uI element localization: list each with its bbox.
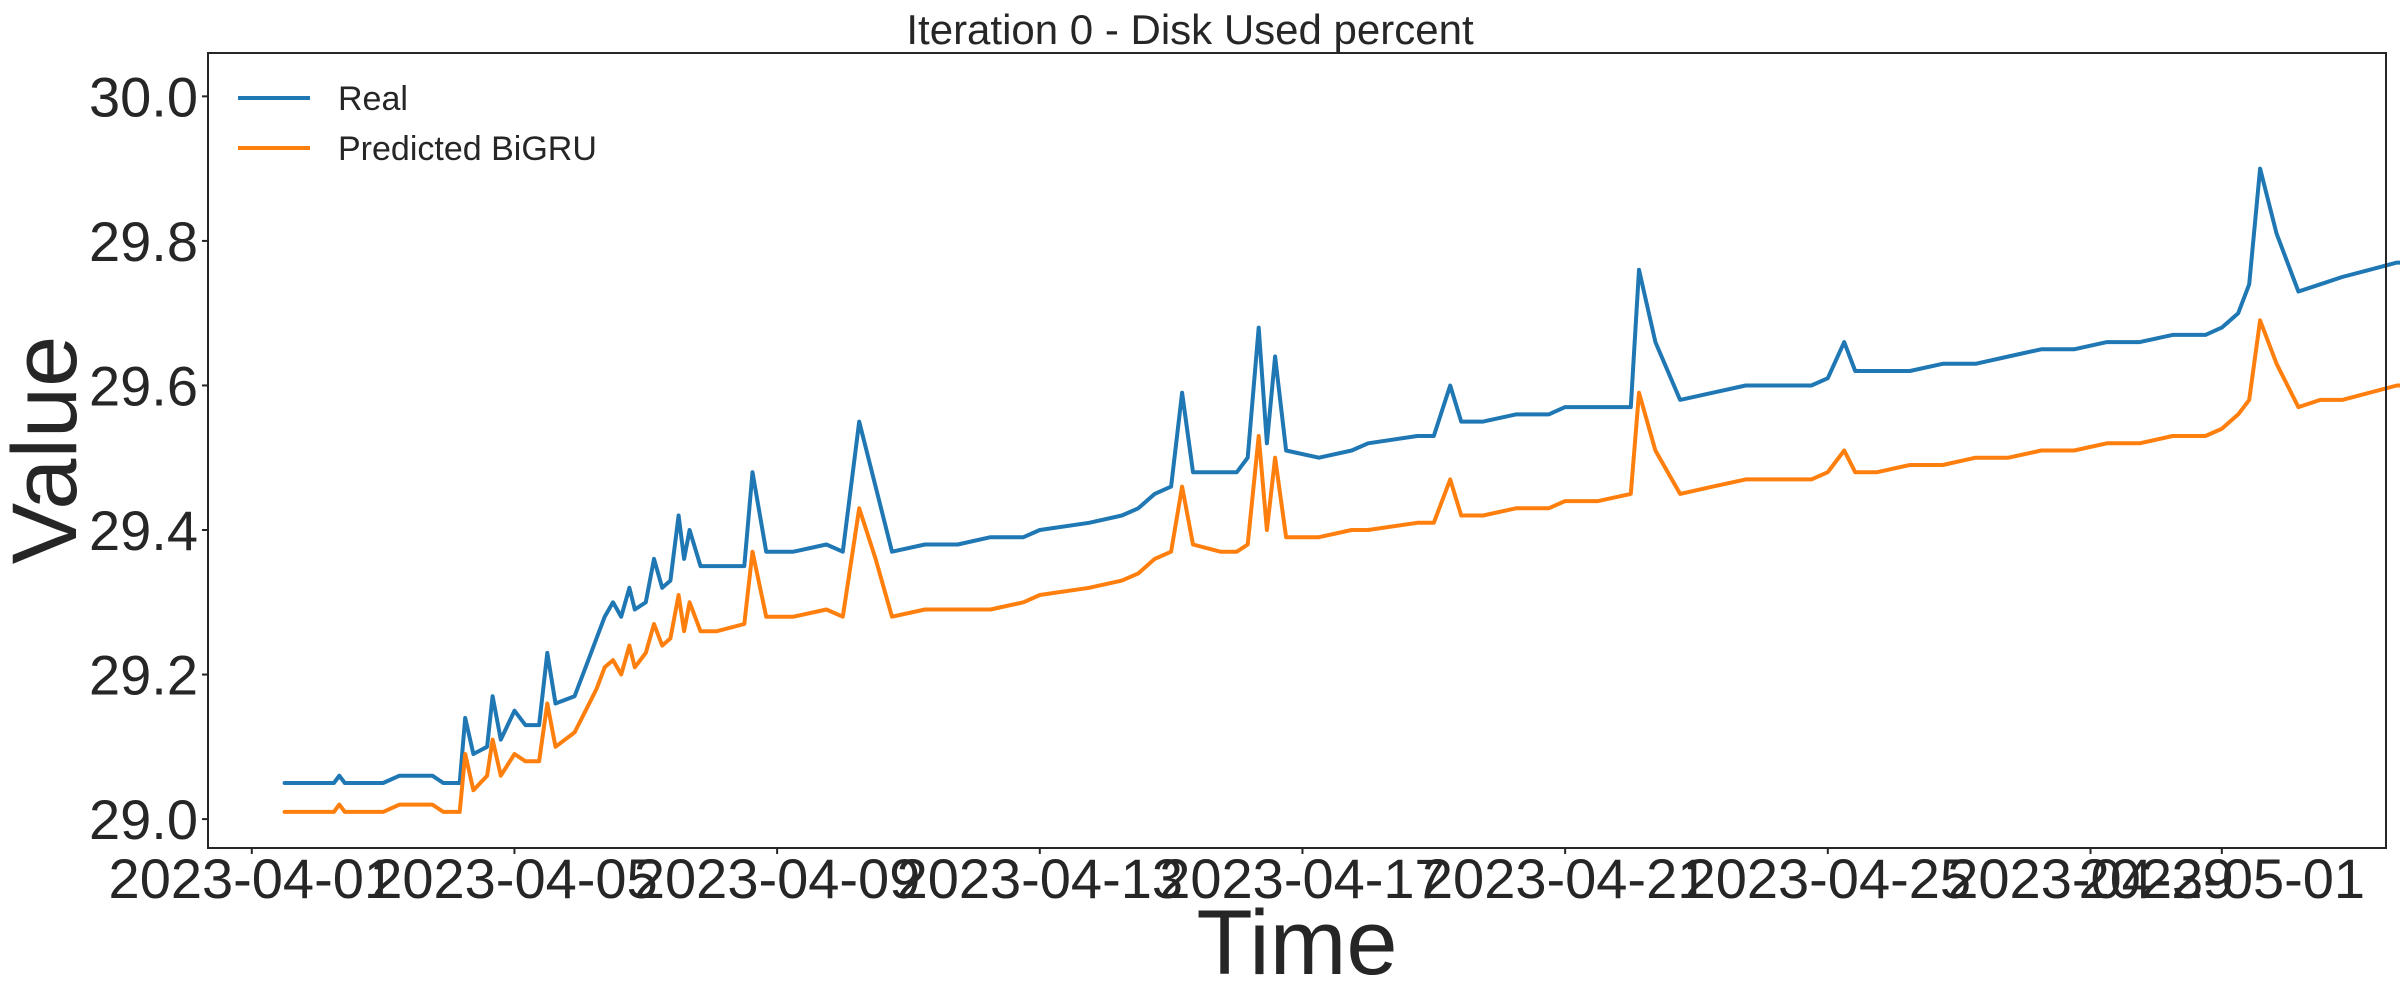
y-axis-label: Value bbox=[0, 336, 96, 564]
legend: Real Predicted BiGRU bbox=[238, 80, 597, 168]
y-tick-label: 29.0 bbox=[89, 788, 198, 851]
legend-label: Predicted BiGRU bbox=[338, 130, 597, 168]
x-tick-label: 2023-04-01 bbox=[109, 847, 395, 910]
y-axis-ticks: 29.0 29.2 29.4 29.6 29.8 30.0 bbox=[89, 65, 208, 851]
x-axis-ticks: 2023-04-012023-04-052023-04-092023-04-13… bbox=[109, 847, 2366, 910]
y-tick-label: 30.0 bbox=[89, 65, 198, 128]
x-axis-label: Time bbox=[1196, 892, 1397, 994]
y-tick-label: 29.8 bbox=[89, 210, 198, 273]
y-tick-label: 29.6 bbox=[89, 354, 198, 417]
x-tick-label: 2023-04-25 bbox=[1685, 847, 1971, 910]
chart-title: Iteration 0 - Disk Used percent bbox=[906, 6, 1474, 53]
x-tick-label: 2023-04-13 bbox=[897, 847, 1183, 910]
x-tick-label: 2023-04-17 bbox=[1159, 847, 1445, 910]
plot-frame bbox=[207, 52, 2387, 849]
plot-area bbox=[282, 166, 2400, 814]
x-tick-label: 2023-04-09 bbox=[634, 847, 920, 910]
legend-label: Real bbox=[338, 80, 408, 118]
y-tick-label: 29.2 bbox=[89, 644, 198, 707]
x-tick-label: 2023-04-21 bbox=[1422, 847, 1708, 910]
series-line-predicted-bigru bbox=[282, 318, 2400, 814]
y-tick-label: 29.4 bbox=[89, 499, 198, 562]
x-tick-label: 2023-04-29 bbox=[1947, 847, 2233, 910]
x-tick-label: 2023-04-05 bbox=[371, 847, 657, 910]
x-tick-label: 2023-05-01 bbox=[2079, 847, 2365, 910]
series-line-real bbox=[282, 166, 2400, 785]
